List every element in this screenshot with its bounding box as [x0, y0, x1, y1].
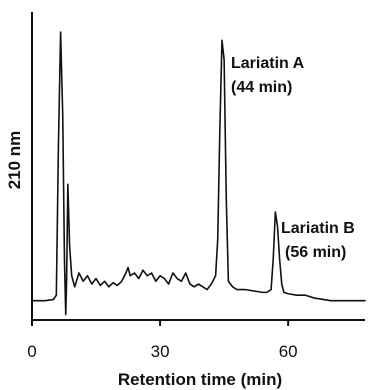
chromatogram-line: [31, 31, 366, 316]
x-tick-label: 30: [151, 342, 170, 361]
x-tick-label: 60: [279, 342, 298, 361]
annotation-lariatin-b: Lariatin B: [281, 220, 355, 237]
annotation-lariatin-b-time: (56 min): [285, 244, 346, 261]
y-axis-title: 210 nm: [5, 131, 24, 190]
annotation-lariatin-a: Lariatin A: [231, 55, 305, 72]
annotations: Lariatin A (44 min) Lariatin B (56 min): [231, 55, 355, 261]
x-tick-label: 0: [27, 342, 36, 361]
axes: [31, 12, 365, 321]
x-axis-title: Retention time (min): [118, 370, 282, 389]
annotation-lariatin-a-time: (44 min): [231, 79, 292, 96]
x-ticks: 0 30 60: [27, 320, 298, 361]
